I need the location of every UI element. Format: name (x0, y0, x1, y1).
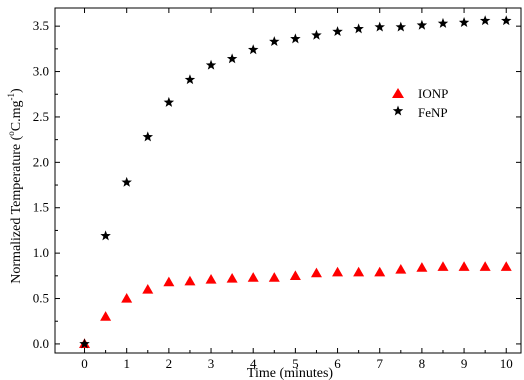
y-tick-label: 2.0 (33, 154, 49, 169)
fenp-point (247, 44, 259, 55)
x-tick-label: 10 (500, 356, 513, 371)
y-tick-label: 0.5 (33, 291, 49, 306)
fenp-point (416, 19, 428, 30)
y-tick-label: 3.5 (33, 18, 49, 33)
y-axis-title-close: ) (9, 88, 24, 93)
ionp-point (458, 261, 470, 271)
fenp-point (269, 36, 280, 47)
x-tick-label: 3 (208, 356, 215, 371)
legend-label-fenp: FeNP (418, 105, 448, 120)
x-tick-label: 5 (292, 356, 299, 371)
ionp-point (121, 293, 133, 303)
legend-marker-ionp (392, 88, 404, 98)
data-points (79, 15, 512, 349)
ionp-point (374, 266, 386, 277)
y-axis-title-degree: o (6, 131, 16, 136)
x-tick-label: 2 (166, 356, 173, 371)
ionp-point (416, 262, 428, 272)
legend: IONP FeNP (392, 86, 448, 120)
x-tick-label: 6 (334, 356, 341, 371)
legend-label-ionp: IONP (418, 86, 448, 101)
y-axis-title-main: Normalized Temperature ( (9, 135, 24, 283)
ionp-point (142, 283, 154, 294)
ionp-point (100, 311, 112, 321)
y-tick-label: 1.5 (33, 200, 49, 215)
y-tick-label: 3.0 (33, 64, 49, 79)
fenp-point (374, 21, 385, 32)
ionp-point (500, 261, 512, 271)
x-tick-label: 7 (376, 356, 383, 371)
fenp-point (121, 176, 132, 187)
y-axis-title: Normalized Temperature (oC.mg-1) (6, 88, 24, 284)
fenp-point (79, 338, 90, 349)
y-tick-label: 0.0 (33, 336, 49, 351)
ionp-point (268, 272, 280, 282)
fenp-point (437, 17, 449, 28)
fenp-point (479, 15, 491, 26)
ionp-point (479, 261, 491, 271)
fenp-point (100, 230, 111, 241)
fenp-point (311, 29, 322, 40)
ionp-point (395, 263, 407, 274)
fenp-point (458, 17, 470, 27)
fenp-point (142, 131, 154, 142)
y-axis-title-unit: C.mg (9, 100, 24, 131)
fenp-point (290, 33, 301, 44)
ionp-point (310, 267, 322, 278)
x-tick-label: 8 (419, 356, 426, 371)
ionp-point (437, 261, 449, 271)
ionp-point (332, 266, 344, 277)
fenp-point (395, 21, 407, 32)
ionp-point (205, 273, 217, 284)
fenp-point (501, 15, 512, 26)
y-axis-title-exponent: -1 (6, 93, 16, 101)
x-tick-label: 4 (250, 356, 257, 371)
plot-frame (54, 7, 522, 354)
legend-marker-fenp (392, 105, 404, 116)
y-tick-label: 1.0 (33, 245, 49, 260)
fenp-point (353, 23, 364, 34)
fenp-point (226, 53, 238, 64)
x-tick-label: 1 (123, 356, 130, 371)
ionp-point (353, 266, 365, 277)
ionp-point (247, 272, 259, 282)
x-tick-label: 9 (461, 356, 468, 371)
fenp-point (163, 96, 175, 107)
y-tick-label: 2.5 (33, 109, 49, 124)
tick-labels: 0 1 2 3 4 5 6 7 8 9 10 0.0 0.5 1.0 1.5 2.0 2.5 3.0 3.5 (33, 18, 513, 371)
fenp-point (205, 59, 217, 70)
ionp-point (289, 270, 301, 280)
fenp-point (184, 74, 196, 85)
ionp-point (226, 273, 238, 283)
fenp-point (332, 26, 343, 37)
ionp-point (184, 275, 196, 286)
ionp-point (163, 276, 175, 287)
x-axis-title: Time (minutes) (247, 366, 334, 380)
x-tick-label: 0 (81, 356, 88, 371)
axis-ticks (55, 8, 521, 353)
